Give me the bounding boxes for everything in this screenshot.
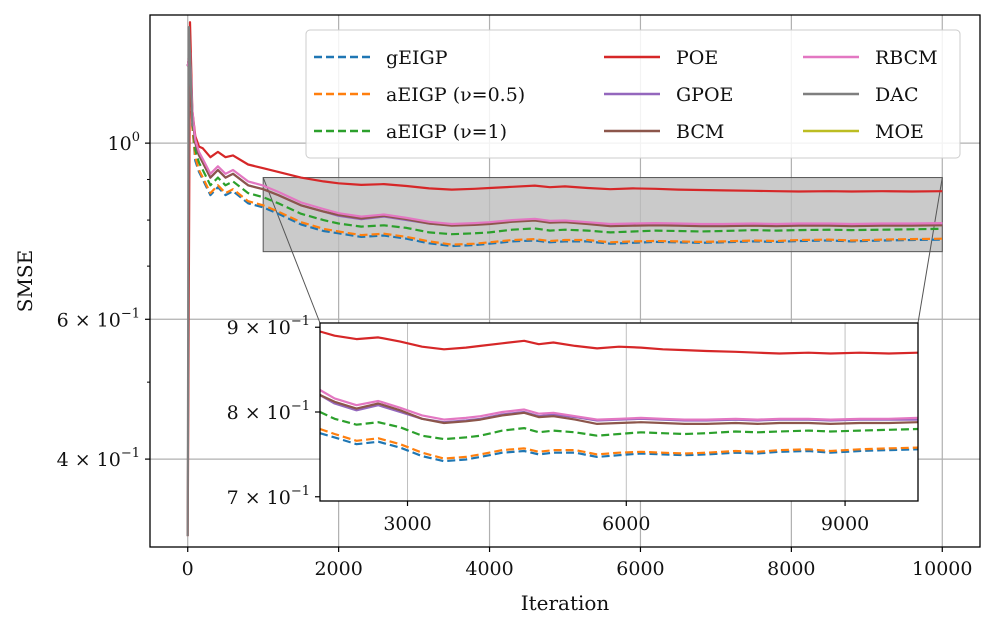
legend-item-aeigp-1: aEIGP (ν=1) xyxy=(314,121,507,143)
x-tick-label: 2000 xyxy=(314,558,362,580)
inset-x-tick-label: 3000 xyxy=(383,513,431,535)
series-line-dac xyxy=(186,26,194,537)
inset-series xyxy=(319,330,919,463)
x-tick-label: 6000 xyxy=(616,558,664,580)
series-line-bcm xyxy=(186,51,943,228)
legend-item-moe: MOE xyxy=(803,121,924,143)
x-tick-label: 10000 xyxy=(912,558,972,580)
legend-label: GPOE xyxy=(676,84,733,106)
legend-item-gpoe: GPOE xyxy=(604,84,733,106)
legend-item-dac: DAC xyxy=(803,84,919,106)
x-tick-label: 4000 xyxy=(465,558,513,580)
x-tick-label: 8000 xyxy=(767,558,815,580)
inset-series-line-aeigp-1 xyxy=(319,411,919,441)
series-line-poe xyxy=(186,21,943,537)
legend-item-rbcm: RBCM xyxy=(803,47,938,69)
inset-series-line-aeigp-0-5 xyxy=(319,427,919,460)
y-axis-label: SMSE xyxy=(13,250,37,312)
legend-label: POE xyxy=(676,47,718,69)
legend-label: aEIGP (ν=0.5) xyxy=(386,84,525,106)
x-tick-label: 0 xyxy=(182,558,194,580)
main-series xyxy=(186,21,943,537)
x-axis-label: Iteration xyxy=(521,591,610,615)
legend-label: RBCM xyxy=(875,47,938,69)
legend-label: aEIGP (ν=1) xyxy=(386,121,507,143)
legend-item-bcm: BCM xyxy=(604,121,724,143)
legend-label: DAC xyxy=(875,84,919,106)
main-axes-frame xyxy=(149,14,981,548)
legend: gEIGP aEIGP (ν=0.5) aEIGP (ν=1) POE GPOE BCM R… xyxy=(305,29,961,159)
legend-item-geigp: gEIGP xyxy=(314,47,448,69)
inset-series-line-poe xyxy=(319,330,919,355)
inset-series-line-geigp xyxy=(319,432,919,463)
inset-x-tick-label: 6000 xyxy=(602,513,650,535)
series-line-rbcm xyxy=(186,51,943,226)
series-line-aeigp-0-5 xyxy=(186,51,943,246)
series-line-aeigp-1 xyxy=(186,51,943,236)
legend-item-poe: POE xyxy=(604,47,718,69)
inset-series-line-rbcm xyxy=(319,389,919,421)
zoom-connector xyxy=(917,177,943,324)
legend-label: BCM xyxy=(676,121,724,143)
inset-x-tick-label: 9000 xyxy=(821,513,869,535)
inset-series-line-bcm xyxy=(319,394,919,425)
legend-label: MOE xyxy=(875,121,924,143)
legend-item-aeigp-0-5: aEIGP (ν=0.5) xyxy=(314,84,525,106)
zoom-connector xyxy=(262,177,321,324)
legend-label: gEIGP xyxy=(386,47,448,69)
